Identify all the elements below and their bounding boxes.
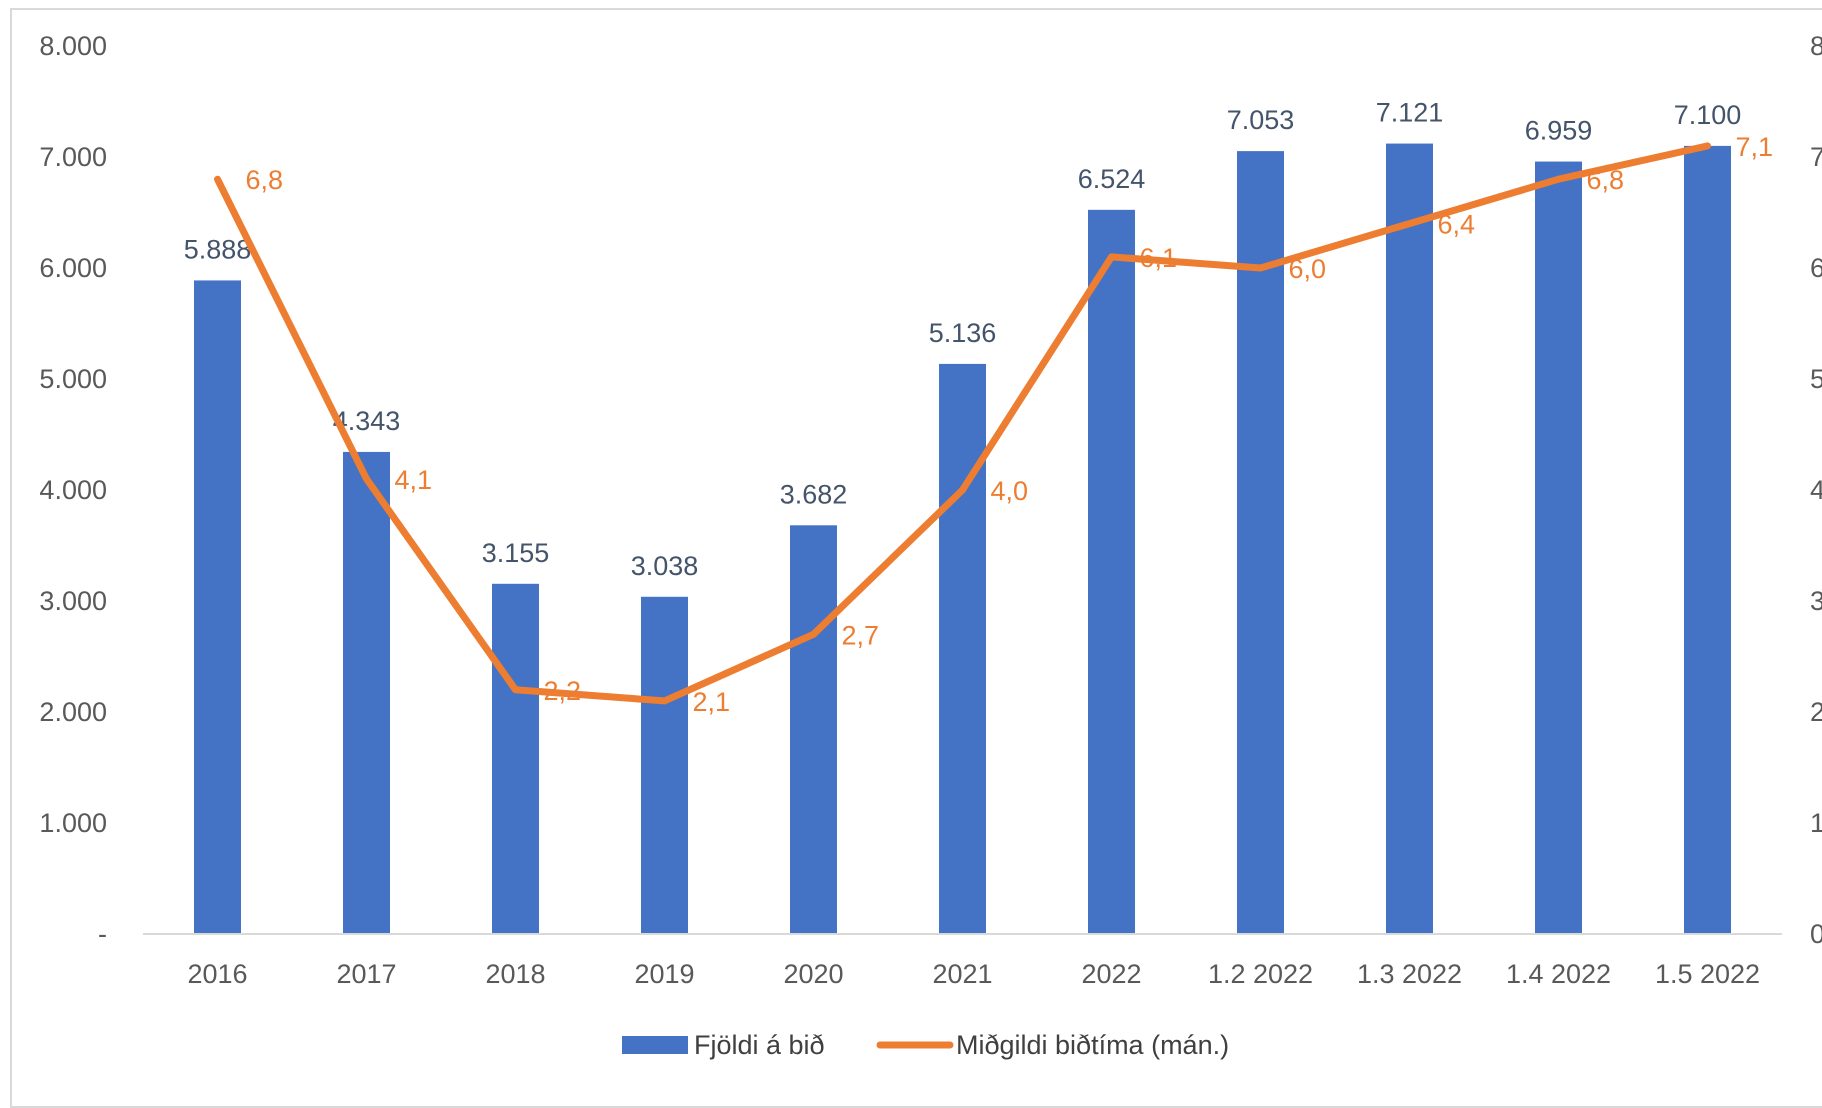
- right-y-tick-label: 2: [1810, 697, 1822, 727]
- left-y-tick-label: -: [98, 919, 107, 949]
- right-y-axis: 0 1 2 3 4 5 6 7 8: [1810, 31, 1822, 949]
- legend-bar-swatch: [622, 1036, 688, 1054]
- bar-data-label: 7.121: [1376, 98, 1444, 128]
- bar: [1684, 145, 1731, 934]
- right-y-tick-label: 4: [1810, 475, 1822, 505]
- legend-bar-label: Fjöldi á bið: [694, 1030, 825, 1060]
- line-series: [214, 142, 1711, 705]
- bar: [939, 363, 986, 934]
- x-tick-label: 2022: [1081, 959, 1141, 989]
- x-tick-label: 2020: [783, 959, 843, 989]
- bar: [641, 596, 688, 934]
- x-tick-label: 2019: [634, 959, 694, 989]
- x-axis: 2016 2017 2018 2019 2020 2021 2022 1.2 2022 1.3 …: [187, 959, 1760, 989]
- x-tick-label: 2021: [932, 959, 992, 989]
- bar-data-label: 5.136: [929, 318, 997, 348]
- bar: [492, 583, 539, 934]
- bar: [790, 525, 837, 934]
- line-data-label: 2,2: [544, 676, 582, 706]
- right-y-tick-label: 8: [1810, 31, 1822, 61]
- right-y-tick-label: 7: [1810, 142, 1822, 172]
- bar-data-label: 6.524: [1078, 164, 1146, 194]
- line-data-label: 7,1: [1736, 132, 1774, 162]
- left-y-tick-label: 2.000: [39, 697, 107, 727]
- bar-data-label: 7.053: [1227, 105, 1295, 135]
- x-tick-label: 2018: [485, 959, 545, 989]
- right-y-tick-label: 1: [1810, 808, 1822, 838]
- line-data-label: 4,1: [395, 465, 433, 495]
- bar-data-label: 3.682: [780, 479, 848, 509]
- bar-data-label: 3.155: [482, 538, 550, 568]
- legend-line-label: Miðgildi biðtíma (mán.): [956, 1030, 1229, 1060]
- line-data-label: 6,8: [246, 165, 284, 195]
- left-y-tick-label: 1.000: [39, 808, 107, 838]
- left-y-axis: - 1.000 2.000 3.000 4.000 5.000 6.000 7.000 8.00…: [39, 31, 107, 949]
- x-tick-label: 2017: [336, 959, 396, 989]
- left-y-tick-label: 3.000: [39, 586, 107, 616]
- right-y-tick-label: 6: [1810, 253, 1822, 283]
- x-tick-label: 1.2 2022: [1208, 959, 1313, 989]
- right-y-tick-label: 0: [1810, 919, 1822, 949]
- left-y-tick-label: 5.000: [39, 364, 107, 394]
- line-data-label: 4,0: [991, 476, 1029, 506]
- legend: Fjöldi á bið Miðgildi biðtíma (mán.): [622, 1030, 1229, 1060]
- x-tick-label: 1.5 2022: [1655, 959, 1760, 989]
- bar-data-label: 3.038: [631, 551, 699, 581]
- line-data-label: 6,4: [1438, 210, 1476, 240]
- line-data-label: 6,8: [1587, 165, 1625, 195]
- bar: [194, 280, 241, 934]
- x-tick-label: 2016: [187, 959, 247, 989]
- left-y-tick-label: 6.000: [39, 253, 107, 283]
- bar: [1386, 143, 1433, 935]
- bar-data-label: 5.888: [184, 234, 252, 264]
- bar: [1088, 209, 1135, 934]
- x-tick-label: 1.4 2022: [1506, 959, 1611, 989]
- bar: [343, 451, 390, 934]
- bar: [1237, 151, 1284, 934]
- bar-data-label: 6.959: [1525, 116, 1593, 146]
- line-data-label: 2,1: [693, 687, 731, 717]
- line-data-label: 6,0: [1289, 254, 1327, 284]
- bar-data-label: 7.100: [1674, 100, 1742, 130]
- bar: [1535, 161, 1582, 934]
- right-y-tick-label: 5: [1810, 364, 1822, 394]
- bar-series: [194, 143, 1731, 935]
- left-y-tick-label: 7.000: [39, 142, 107, 172]
- left-y-tick-label: 8.000: [39, 31, 107, 61]
- left-y-tick-label: 4.000: [39, 475, 107, 505]
- line-data-labels: 6,8 4,1 2,2 2,1 2,7 4,0 6,1 6,0 6,4 6,8 7,1: [246, 132, 1774, 717]
- x-tick-label: 1.3 2022: [1357, 959, 1462, 989]
- line-data-label: 2,7: [842, 620, 880, 650]
- line-data-label: 6,1: [1140, 243, 1178, 273]
- right-y-tick-label: 3: [1810, 586, 1822, 616]
